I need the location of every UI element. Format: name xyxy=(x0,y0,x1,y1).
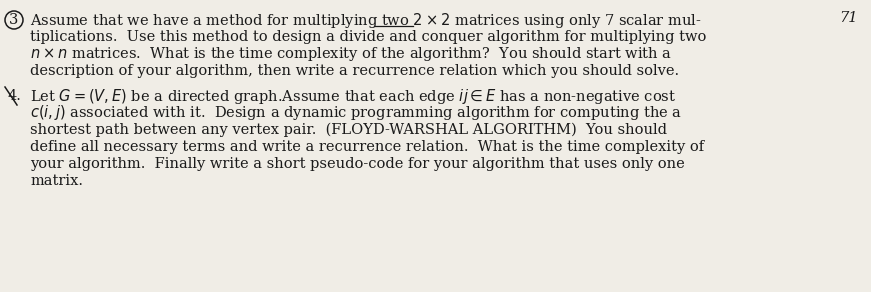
Text: 71: 71 xyxy=(840,11,858,25)
Text: tiplications.  Use this method to design a divide and conquer algorithm for mult: tiplications. Use this method to design … xyxy=(30,30,706,44)
Text: $n \times n$ matrices.  What is the time complexity of the algorithm?  You shoul: $n \times n$ matrices. What is the time … xyxy=(30,45,672,63)
Text: 3: 3 xyxy=(10,13,18,27)
Text: description of your algorithm, then write a recurrence relation which you should: description of your algorithm, then writ… xyxy=(30,64,679,78)
Text: matrix.: matrix. xyxy=(30,174,83,188)
Text: define all necessary terms and write a recurrence relation.  What is the time co: define all necessary terms and write a r… xyxy=(30,140,704,154)
Text: your algorithm.  Finally write a short pseudo-code for your algorithm that uses : your algorithm. Finally write a short ps… xyxy=(30,157,685,171)
Text: Assume that we have a method for multiplying two $2 \times 2$ matrices using onl: Assume that we have a method for multipl… xyxy=(30,11,702,29)
Text: 4.: 4. xyxy=(7,89,21,103)
Text: shortest path between any vertex pair.  (FLOYD-WARSHAL ALGORITHM)  You should: shortest path between any vertex pair. (… xyxy=(30,123,667,137)
Text: $c(i, j)$ associated with it.  Design a dynamic programming algorithm for comput: $c(i, j)$ associated with it. Design a d… xyxy=(30,103,682,123)
Text: Let $G = (V, E)$ be a directed graph.Assume that each edge $ij \in E$ has a non-: Let $G = (V, E)$ be a directed graph.Ass… xyxy=(30,86,676,105)
